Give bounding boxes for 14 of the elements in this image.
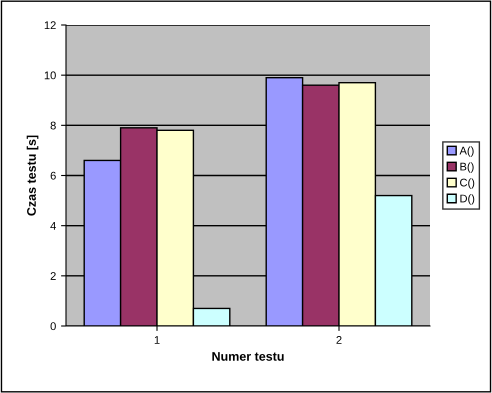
- y-axis-title: Czas testu [s]: [26, 136, 38, 216]
- y-tick-label: 8: [50, 122, 56, 130]
- y-tick-label: 12: [44, 21, 56, 30]
- y-tick-label: 6: [50, 172, 56, 180]
- legend-label: C(): [460, 178, 474, 189]
- legend-label: D(): [460, 194, 474, 205]
- y-tick-label: 2: [50, 272, 56, 280]
- legend-label: A(): [460, 146, 474, 157]
- y-tick-label: 0: [50, 322, 56, 330]
- x-axis-title: Numer testu: [212, 352, 284, 361]
- y-tick-label: 10: [44, 71, 56, 80]
- y-tick-label: 4: [50, 222, 56, 230]
- legend-label: B(): [460, 162, 474, 173]
- x-tick-label: 1: [154, 336, 160, 344]
